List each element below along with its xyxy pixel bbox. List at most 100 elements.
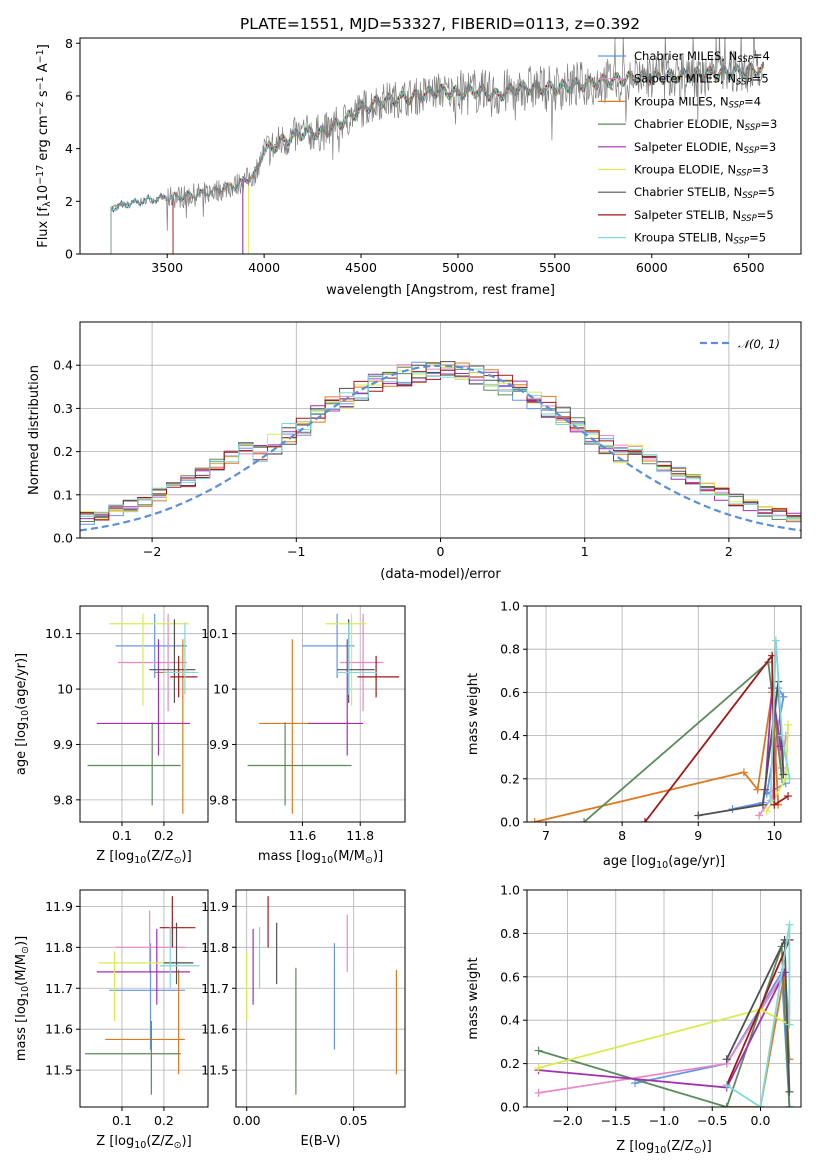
y-tick-label: 1.0 [500,883,520,898]
x-tick-label: −1 [287,544,305,559]
mass-weight-vs-age-panel: 7 8 9 10 0.0 0.2 0.4 0.6 0.8 1.0 age [log10(age/yr… [466,599,802,871]
x-axis-label: Z [log10(Z/Z⊙)] [616,1139,711,1156]
y-tick-label: 0.3 [53,401,73,416]
y-tick-label: 11.5 [201,1063,229,1078]
axes-frame [526,605,802,823]
mass-weight-series-9 [726,924,791,1107]
x-axis-label: Z [log10(Z/Z⊙)] [96,849,191,866]
x-tick-label: 5500 [539,260,571,275]
mass-weight-series-9 [769,640,791,801]
mass-weight-point [722,1055,731,1064]
axes-frame [235,605,406,823]
x-tick-label: 8 [618,828,626,843]
error-bars [85,896,200,1095]
grid [236,890,405,1107]
legend-entry: Salpeter MILES, NSSP=5 [634,72,769,88]
y-axis-label: Normed distribution [27,365,42,495]
axes-frame [526,889,802,1108]
mass-weight-point [722,1081,731,1090]
mass-weight-point [530,818,539,822]
x-tick-label: 11.8 [346,828,374,843]
mass-weight-point [779,770,788,779]
spectrum-lines [110,38,765,254]
mass-weight-point [694,811,703,820]
x-tick-label: 0 [437,544,445,559]
mass-weight-lines [530,636,794,822]
legend-entry: Kroupa MILES, NSSP=4 [634,94,761,110]
mass-weight-point [785,774,794,783]
x-axis-label: wavelength [Angstrom, rest frame] [326,283,555,298]
legend-entry: Salpeter STELIB, NSSP=5 [634,208,774,224]
y-axis-label: age [log10(age/yr)] [14,653,31,775]
x-tick-label: 6000 [636,260,668,275]
legend-entry: Kroupa ELODIE, NSSP=3 [634,163,769,179]
y-tick-label: 11.8 [201,940,229,955]
mass-weight-series-8 [725,939,791,1086]
x-tick-label: 0.2 [154,828,174,843]
legend-entry: Salpeter ELODIE, NSSP=3 [634,140,776,156]
x-tick-label: 4000 [248,260,280,275]
observed-spectrum [110,38,764,254]
y-tick-label: 0.4 [53,358,73,373]
grid [236,606,405,822]
error-bars [247,613,400,814]
y-tick-label: 9.9 [53,737,73,752]
x-tick-label: −2.0 [552,1113,582,1128]
x-tick-label: 0.2 [154,1113,174,1128]
spectrum-panel: 3500 4000 4500 5000 5500 6000 6500 0 2 4 6 8 wavelen… [35,36,802,298]
y-tick-label: 0.6 [500,685,520,700]
x-tick-label: 2 [725,544,733,559]
mass-weight-point [758,800,767,809]
x-tick-label: 0.1 [112,1113,132,1128]
y-tick-label: 0.0 [53,531,73,546]
x-tick-label: 9 [694,828,702,843]
mass-weight-point [580,818,589,822]
y-tick-label: 0 [65,247,73,262]
mass-weight-point [534,1063,543,1072]
legend-entry: Chabrier MILES, NSSP=4 [634,49,770,65]
y-tick-label: 11.6 [45,1022,73,1037]
y-tick-label: 0.1 [53,487,73,502]
mass-weight-vs-metallicity-panel: −2.0 −1.5 −1.0 −0.5 0.0 0.0 0.2 0.4 0.6 0.8 1.0 Z [… [466,883,802,1156]
legend-entry: 𝒩(0, 1) [738,337,780,351]
y-tick-label: 11.7 [201,981,229,996]
legend-entry: Chabrier ELODIE, NSSP=3 [634,117,777,133]
mass-weight-series-4 [583,660,783,822]
y-tick-label: 11.6 [201,1022,229,1037]
y-tick-label: 0.4 [500,728,520,743]
age-vs-metallicity-panel: 0.1 0.2 9.8 9.9 10 10.1 Z [log10(Z/Z⊙)] age [lo… [14,605,209,866]
mass-weight-point [770,800,779,809]
x-axis-label: (data-model)/error [380,567,501,582]
x-tick-label: −1.0 [649,1113,679,1128]
y-tick-label: 10 [213,682,229,697]
mass-vs-extinction-panel: 0.00 0.05 11.5 11.6 11.7 11.8 11.9 E(B-V) [201,889,406,1149]
y-tick-label: 0.2 [500,1056,520,1071]
x-tick-label: 10 [766,828,782,843]
legend: Chabrier MILES, NSSP=4 Salpeter MILES, NS… [598,49,777,247]
y-tick-label: 4 [65,141,73,156]
y-axis-label: mass weight [466,673,481,755]
mass-weight-point [534,1046,543,1055]
y-tick-label: 10.1 [45,626,73,641]
mass-weight-point [739,768,748,777]
mass-weight-point [785,920,794,929]
mass-weight-point [766,796,775,805]
x-tick-label: 4500 [345,260,377,275]
mass-weight-point [755,811,764,820]
mass-weight-point [753,785,762,794]
y-tick-label: 9.8 [53,792,73,807]
model-spectrum-5 [242,62,765,254]
y-tick-label: 11.5 [45,1063,73,1078]
y-axis-label: Flux [fλ10−17 erg cm−2 s−1 A−1] [35,44,52,248]
mass-vs-metallicity-panel: 0.1 0.2 11.5 11.6 11.7 11.8 11.9 Z [log10(Z/Z⊙)… [14,889,209,1151]
residual-histogram-8 [80,369,801,525]
error-bars [87,613,199,814]
residual-histogram-9 [80,366,801,521]
figure-title: PLATE=1551, MJD=53327, FIBERID=0113, z=0… [240,15,640,33]
legend-entry: Chabrier STELIB, NSSP=5 [634,185,775,201]
y-tick-label: 10 [57,682,73,697]
y-tick-label: 0.0 [500,1100,520,1115]
mass-weight-point [640,818,649,822]
mass-weight-series-1 [732,685,787,810]
